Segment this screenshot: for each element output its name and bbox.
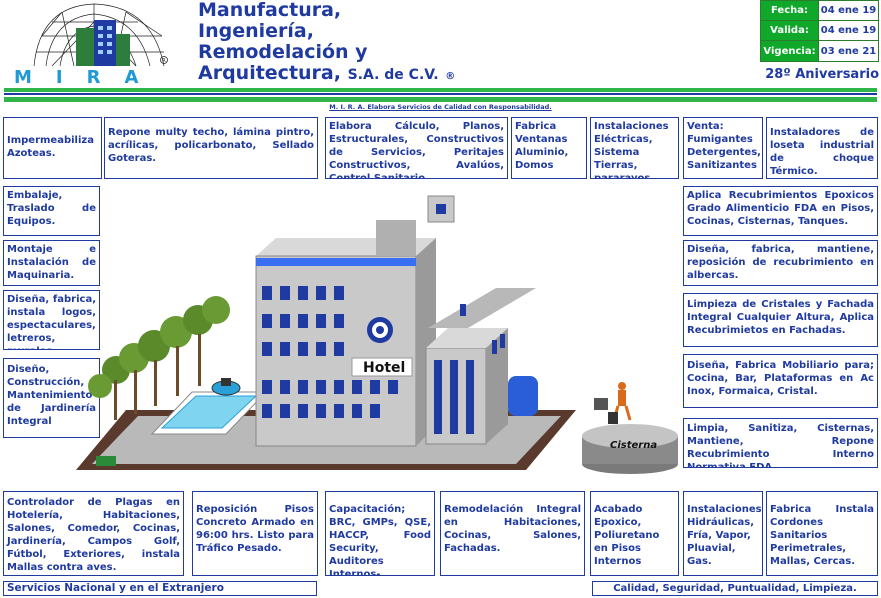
hotel-sign-board (351, 357, 413, 377)
footer-services-scope: Servicios Nacional y en el Extranjero (3, 581, 317, 596)
blue-awning (508, 376, 538, 416)
service-box: Impermeabiliza Azoteas. (3, 117, 102, 179)
mira-logo: R MIRA (12, 0, 184, 88)
service-text: Acabado Epoxico, Poliuretano en Pisos In… (594, 504, 660, 567)
service-box: Instaladores de loseta industrial de cho… (766, 117, 878, 179)
date-label: Valida: (761, 21, 819, 40)
company-title: Manufactura, Ingeniería, Remodelación y … (198, 0, 618, 87)
windows (262, 286, 398, 418)
divider-stripe (4, 88, 877, 92)
service-box: Diseña, fabrica, mantiene, reposición de… (683, 240, 878, 286)
title-line-2: Ingeniería, (198, 20, 314, 42)
date-row-valida: Valida: 04 ene 19 (761, 21, 878, 41)
service-box: Aplica Recubrimientos Epoxicos Grado Ali… (683, 186, 878, 236)
service-text: Diseña, Fabrica Mobiliario para; Cocina,… (687, 360, 874, 397)
service-box: Capacitación; BRC, GMPs, QSE, HACCP, Foo… (325, 491, 435, 576)
title-line-4: Arquitectura, S.A. de C.V. ® (198, 63, 618, 87)
worker (594, 382, 632, 424)
footer-values: Calidad, Seguridad, Puntualidad, Limpiez… (592, 581, 878, 596)
trees (88, 296, 230, 420)
service-text: Fabrica Ventanas Aluminio, Domos (515, 121, 569, 171)
date-row-fecha: Fecha: 04 ene 19 (761, 1, 878, 21)
service-box: Diseña, fabrica, instala logos, espectac… (3, 290, 100, 350)
service-text: Capacitación; BRC, GMPs, QSE, HACCP, Foo… (329, 504, 431, 576)
service-text: Impermeabiliza Azoteas. (7, 135, 94, 159)
service-text: Aplica Recubrimientos Epoxicos Grado Ali… (687, 190, 874, 227)
service-box: Instalaciones Hidráulicas, Fría, Vapor, … (683, 491, 763, 576)
service-text: Limpieza de Cristales y Fachada Integral… (687, 299, 874, 336)
service-text: Repone multy techo, lámina pintro, acríl… (108, 127, 314, 164)
service-text: Diseña, fabrica, mantiene, reposición de… (687, 244, 874, 281)
title-last: Arquitectura, (198, 62, 341, 84)
service-text: Instaladores de loseta industrial de cho… (770, 127, 874, 177)
anniversary-label: 28º Aniversario (765, 67, 879, 82)
divider-stripe (4, 97, 877, 102)
service-box: Diseña, Fabrica Mobiliario para; Cocina,… (683, 354, 878, 408)
service-text: Venta: Fumigantes Detergentes, Sanitizan… (687, 121, 761, 171)
service-text: Instalaciones Eléctricas, Sistema Tierra… (594, 121, 669, 179)
date-label: Fecha: (761, 1, 819, 20)
service-text: Elabora Cálculo, Planos, Estructurales, … (329, 121, 504, 179)
service-box: Instalaciones Eléctricas, Sistema Tierra… (590, 117, 679, 179)
service-text: Limpia, Sanitiza, Cisternas, Mantiene, R… (687, 423, 874, 468)
service-text: Instalaciones Hidráulicas, Fría, Vapor, … (687, 504, 762, 567)
divider-stripe (4, 93, 877, 95)
service-box: Acabado Epoxico, Poliuretano en Pisos In… (590, 491, 679, 576)
service-text: Diseño, Construcción, Mantenimiento de J… (7, 364, 96, 427)
title-line-3: Remodelación y (198, 41, 368, 63)
cistern-label: Cisterna (610, 440, 657, 451)
validity-dates-table: Fecha: 04 ene 19 Valida: 04 ene 19 Vigen… (760, 0, 879, 62)
right-wing (425, 328, 508, 445)
service-text: Remodelación Integral en Habitaciones, C… (444, 504, 581, 554)
service-box: Limpieza de Cristales y Fachada Integral… (683, 293, 878, 347)
title-line-1: Manufactura, (198, 0, 342, 21)
logo-text: MIRA (14, 67, 162, 84)
service-text: Controlador de Plagas en Hotelería, Habi… (7, 497, 180, 573)
svg-text:R: R (162, 58, 166, 64)
title-suffix: S.A. de C.V. (347, 67, 439, 83)
cistern: Cisterna (582, 424, 678, 474)
service-box: Venta: Fumigantes Detergentes, Sanitizan… (683, 117, 763, 179)
service-box: Embalaje, Traslado de Equipos. (3, 186, 100, 236)
service-box: Fabrica Instala Cordones Sanitarios Peri… (766, 491, 878, 576)
service-box: Repone multy techo, lámina pintro, acríl… (104, 117, 318, 179)
service-box: Remodelación Integral en Habitaciones, C… (440, 491, 585, 576)
date-value: 03 ene 21 (820, 45, 877, 57)
hotel-illustration: Hotel Cisterna (56, 180, 686, 480)
date-value: 04 ene 19 (820, 5, 877, 16)
service-text: Diseña, fabrica, instala logos, espectac… (7, 294, 96, 349)
service-text: Embalaje, Traslado de Equipos. (7, 190, 96, 227)
date-value: 04 ene 19 (820, 25, 877, 36)
registered-mark: ® (445, 71, 456, 82)
service-box: Fabrica Ventanas Aluminio, Domos (511, 117, 587, 179)
hotel-scene: Hotel Cisterna (76, 195, 678, 474)
date-label: Vigencia: (761, 41, 819, 61)
date-row-vigencia: Vigencia: 03 ene 21 (761, 41, 878, 61)
mira-logo-graphic: R MIRA (12, 3, 184, 88)
service-box: Montaje e Instalación de Maquinaria. (3, 240, 100, 286)
service-text: Fabrica Instala Cordones Sanitarios Peri… (770, 504, 874, 567)
service-text: Montaje e Instalación de Maquinaria. (7, 244, 96, 281)
service-box: Diseño, Construcción, Mantenimiento de J… (3, 358, 100, 438)
service-box: Limpia, Sanitiza, Cisternas, Mantiene, R… (683, 418, 878, 468)
tagline: M. I. R. A. Elabora Servicios de Calidad… (329, 103, 552, 111)
service-box: Reposición Pisos Concreto Armado en 96:0… (192, 491, 318, 576)
service-box: Elabora Cálculo, Planos, Estructurales, … (325, 117, 508, 179)
service-box: Controlador de Plagas en Hotelería, Habi… (3, 491, 184, 576)
hotel-sign: Hotel (363, 360, 405, 376)
service-text: Reposición Pisos Concreto Armado en 96:0… (196, 504, 314, 554)
